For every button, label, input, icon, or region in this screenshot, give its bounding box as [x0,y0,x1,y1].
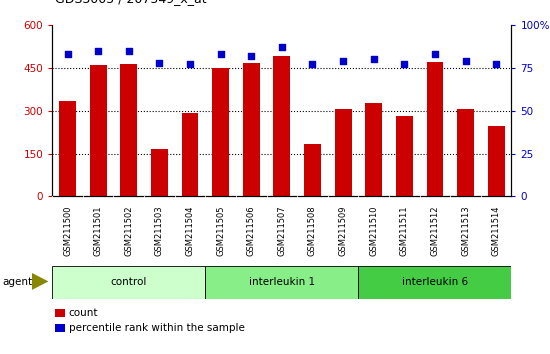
Text: agent: agent [3,277,33,287]
Bar [182,114,199,196]
Point [94,48,102,53]
Text: control: control [111,277,147,287]
Text: GSM211509: GSM211509 [339,206,348,256]
Text: GSM211511: GSM211511 [400,206,409,256]
Bar [52,266,205,299]
Text: GSM211505: GSM211505 [216,206,225,256]
Point [431,51,439,57]
Text: GSM211502: GSM211502 [124,206,133,256]
Point [308,62,317,67]
Bar [427,62,443,196]
Point [247,53,256,58]
Polygon shape [32,273,48,290]
Text: GSM211512: GSM211512 [431,206,439,256]
Bar [335,109,351,196]
Text: GSM211510: GSM211510 [369,206,378,256]
Bar [205,266,359,299]
Text: percentile rank within the sample: percentile rank within the sample [69,323,245,333]
Point [216,51,225,57]
Bar [243,63,260,196]
Text: GSM211513: GSM211513 [461,206,470,256]
Text: GSM211514: GSM211514 [492,206,500,256]
Bar [151,149,168,196]
Text: GSM211507: GSM211507 [277,206,287,256]
Text: GSM211504: GSM211504 [185,206,195,256]
Text: GSM211500: GSM211500 [63,206,72,256]
Bar [457,109,474,196]
Bar [90,65,107,196]
Point [155,60,164,65]
Text: interleukin 6: interleukin 6 [402,277,468,287]
Point [63,51,72,57]
Bar [359,266,512,299]
Text: interleukin 1: interleukin 1 [249,277,315,287]
Point [339,58,348,64]
Text: GSM211501: GSM211501 [94,206,103,256]
Bar [365,103,382,196]
Text: GSM211506: GSM211506 [247,206,256,256]
Bar [120,64,137,196]
Text: GDS3005 / 207549_x_at: GDS3005 / 207549_x_at [55,0,207,5]
Text: GSM211508: GSM211508 [308,206,317,256]
Bar [212,68,229,196]
Point [277,44,286,50]
Bar [304,143,321,196]
Point [461,58,470,64]
Point [492,62,500,67]
Bar [396,116,412,196]
Text: GSM211503: GSM211503 [155,206,164,256]
Point [400,62,409,67]
Point [369,56,378,62]
Bar [273,56,290,196]
Point [185,62,194,67]
Text: count: count [69,308,98,318]
Bar [488,126,504,196]
Bar [59,101,76,196]
Point [124,48,133,53]
